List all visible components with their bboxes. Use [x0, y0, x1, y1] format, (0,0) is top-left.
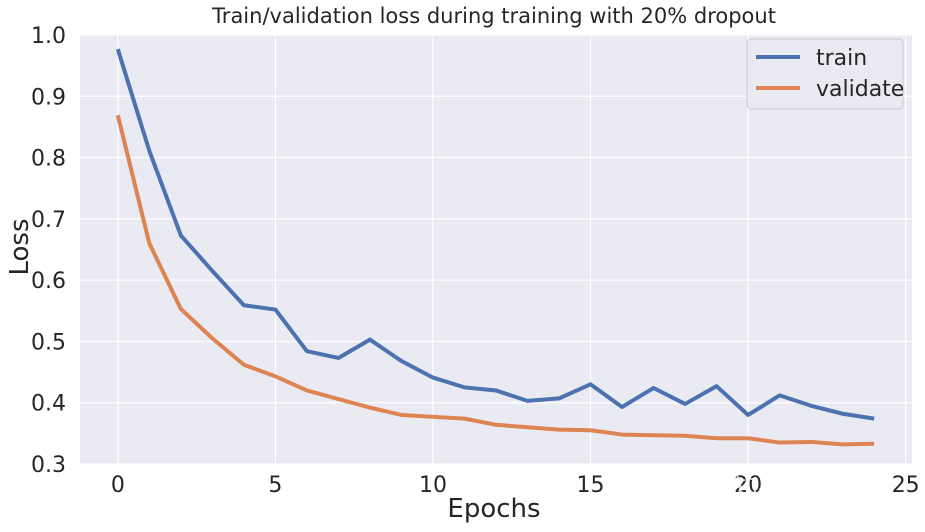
- y-tick-label: 0.8: [31, 147, 66, 172]
- y-tick-label: 0.4: [31, 392, 66, 417]
- data-point-validate: [809, 440, 813, 444]
- data-point-train: [179, 233, 183, 237]
- data-point-validate: [715, 436, 719, 440]
- series-lines: [115, 47, 876, 447]
- data-point-train: [746, 413, 750, 417]
- data-point-train: [841, 412, 845, 416]
- data-point-validate: [273, 374, 277, 378]
- data-point-validate: [399, 413, 403, 417]
- legend-label-validate: validate: [816, 77, 904, 102]
- y-tick-label: 1.0: [31, 24, 66, 49]
- data-point-train: [305, 349, 309, 353]
- data-point-validate: [116, 113, 120, 117]
- series-line-train: [115, 48, 875, 421]
- y-tick-label: 0.5: [31, 330, 66, 355]
- data-point-validate: [242, 363, 246, 367]
- data-point-validate: [652, 433, 656, 437]
- x-tick-label: 25: [892, 473, 920, 498]
- data-point-validate: [179, 307, 183, 311]
- data-point-validate: [620, 433, 624, 437]
- x-axis-label: Epochs: [447, 494, 540, 524]
- data-point-validate: [368, 406, 372, 410]
- data-point-train: [116, 47, 120, 51]
- data-point-train: [652, 386, 656, 390]
- data-point-train: [589, 382, 593, 386]
- data-point-train: [526, 399, 530, 403]
- x-tick-label: 5: [268, 473, 282, 498]
- data-point-validate: [431, 415, 435, 419]
- data-point-train: [147, 149, 151, 153]
- data-point-train: [872, 417, 876, 421]
- y-tick-label: 0.3: [31, 453, 66, 478]
- data-point-train: [715, 384, 719, 388]
- data-point-validate: [305, 388, 309, 392]
- data-point-train: [809, 404, 813, 408]
- data-point-validate: [746, 436, 750, 440]
- y-axis-label: Loss: [5, 218, 35, 275]
- tick-labels: 0.3 0.4 0.5 0.6 0.7 0.8 0.9 1.0 0 5 10 15 20 25: [31, 24, 920, 498]
- data-point-validate: [778, 441, 782, 445]
- x-tick-label: 15: [577, 473, 605, 498]
- data-point-train: [368, 338, 372, 342]
- data-point-validate: [683, 434, 687, 438]
- data-point-train: [778, 393, 782, 397]
- x-tick-label: 10: [419, 473, 447, 498]
- x-tick-label: 0: [111, 473, 125, 498]
- data-point-train: [273, 308, 277, 312]
- data-point-validate: [526, 425, 530, 429]
- y-tick-label: 0.9: [31, 85, 66, 110]
- legend-label-train: train: [816, 46, 867, 71]
- data-point-validate: [872, 442, 876, 446]
- series-line-validate: [115, 114, 875, 447]
- data-point-validate: [589, 428, 593, 432]
- data-point-train: [683, 402, 687, 406]
- x-tick-label: 20: [734, 473, 762, 498]
- chart-title: Train/validation loss during training wi…: [211, 4, 776, 28]
- data-point-train: [431, 376, 435, 380]
- data-point-validate: [462, 417, 466, 421]
- data-point-validate: [336, 397, 340, 401]
- data-point-validate: [210, 336, 214, 340]
- data-point-train: [494, 388, 498, 392]
- data-point-validate: [841, 442, 845, 446]
- legend: train validate: [746, 38, 904, 110]
- data-point-train: [462, 385, 466, 389]
- data-point-validate: [147, 241, 151, 245]
- data-point-train: [399, 359, 403, 363]
- y-tick-label: 0.6: [31, 269, 66, 294]
- data-point-train: [620, 405, 624, 409]
- data-point-validate: [494, 423, 498, 427]
- y-tick-label: 0.7: [31, 208, 66, 233]
- data-point-validate: [557, 428, 561, 432]
- data-point-train: [210, 269, 214, 273]
- data-point-train: [336, 356, 340, 360]
- data-point-train: [557, 396, 561, 400]
- data-point-train: [242, 303, 246, 307]
- watermark: 知乎 @打工仔: [733, 474, 891, 503]
